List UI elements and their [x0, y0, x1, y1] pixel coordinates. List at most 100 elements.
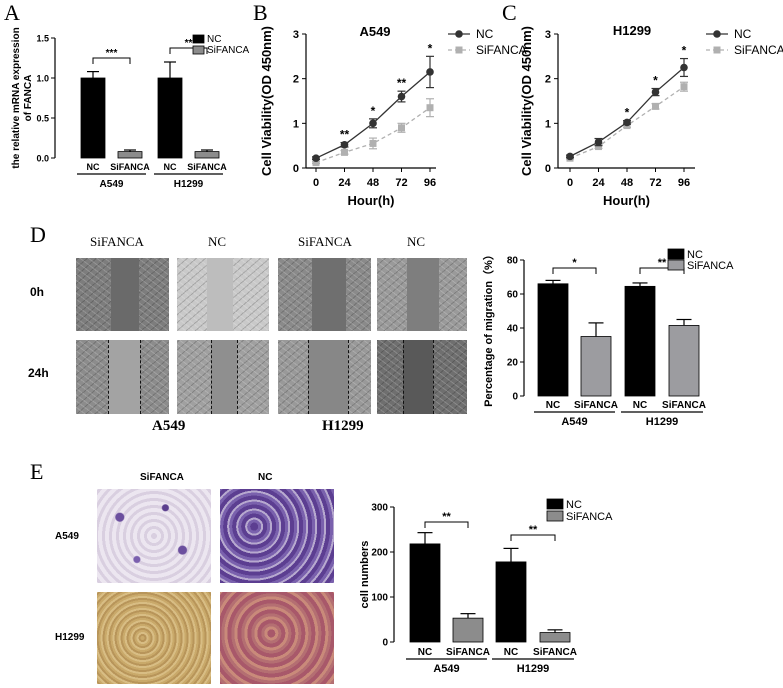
significance-bracket	[510, 534, 556, 541]
data-point	[426, 68, 434, 76]
y-axis-label: Percentage of migration（%）	[482, 249, 495, 407]
x-category-label: SiFANCA	[574, 400, 618, 411]
y-tick-label: 2	[293, 74, 299, 86]
significance-label: **	[397, 76, 407, 90]
y-tick-label: 40	[507, 324, 519, 335]
bar	[452, 617, 484, 643]
bar	[539, 632, 571, 643]
x-category-label: NC	[633, 400, 647, 411]
x-category-label: SiFANCA	[187, 162, 227, 172]
y-tick-label: 100	[371, 593, 388, 604]
x-category-label: SiFANCA	[662, 400, 706, 411]
wound-row-label-0h: 0h	[30, 285, 45, 299]
wound-col-label-4: NC	[407, 234, 426, 249]
y-tick-label: 20	[507, 358, 519, 369]
data-point	[397, 92, 406, 101]
y-tick-label: 60	[507, 290, 519, 301]
significance-label: *	[428, 41, 433, 55]
x-tick-label: 24	[592, 177, 605, 189]
y-axis-label: Cell Viability(OD 450nm)	[259, 26, 274, 176]
wound-col-label-1: SiFANCA	[90, 234, 144, 249]
legend-swatch	[546, 510, 564, 522]
transwell-image	[220, 489, 334, 583]
bar	[409, 543, 441, 643]
x-category-label: NC	[87, 162, 100, 172]
x-tick-label: 48	[367, 177, 379, 189]
x-tick-label: 48	[621, 177, 633, 189]
data-point	[369, 139, 377, 147]
significance-bracket	[424, 521, 469, 528]
y-tick-label: 0	[382, 638, 388, 649]
y-axis-label: Cell Viability(OD 450nm)	[519, 26, 534, 176]
legend-swatch	[546, 498, 564, 510]
x-tick-label: 0	[313, 177, 319, 189]
y-tick-label: 1	[293, 118, 299, 130]
legend-label: SiFANCA	[566, 511, 613, 523]
x-group-label: A549	[433, 663, 459, 675]
y-tick-label: 0	[545, 163, 551, 175]
legend-marker	[455, 46, 463, 54]
y-tick-label: 0	[512, 392, 518, 403]
y-tick-label: 0.5	[36, 114, 49, 124]
data-point	[369, 119, 377, 128]
data-point	[341, 148, 348, 156]
x-category-label: SiFANCA	[533, 647, 577, 658]
y-tick-label: 3	[545, 29, 551, 41]
bar	[624, 285, 656, 397]
y-tick-label: 2	[545, 74, 551, 86]
x-category-label: NC	[164, 162, 177, 172]
data-point	[680, 83, 688, 91]
transwell-image	[97, 489, 211, 583]
x-group-label: H1299	[517, 663, 549, 675]
x-group-label: A549	[561, 416, 587, 428]
bar	[157, 77, 183, 159]
significance-label: ***	[106, 48, 118, 59]
y-tick-label: 300	[371, 503, 388, 514]
significance-label: **	[658, 257, 667, 269]
y-axis-label: cell numbers	[359, 541, 371, 609]
y-tick-label: 1	[545, 118, 551, 130]
x-tick-label: 24	[338, 177, 351, 189]
wound-image	[76, 258, 169, 331]
significance-bracket	[552, 267, 597, 274]
y-tick-label: 3	[293, 29, 299, 41]
y-tick-label: 1.5	[36, 34, 49, 44]
wound-row-label-24h: 24h	[28, 366, 49, 380]
x-category-label: SiFANCA	[110, 162, 150, 172]
x-axis-label: Hour(h)	[348, 193, 395, 208]
significance-label: **	[185, 38, 193, 49]
legend-label: SiFANCA	[207, 45, 250, 56]
wound-image	[278, 258, 371, 331]
data-point	[680, 63, 688, 72]
legend-marker	[455, 30, 463, 38]
x-group-label: A549	[100, 179, 124, 190]
legend-label: NC	[566, 499, 582, 511]
y-tick-label: 0.0	[36, 154, 49, 164]
bar	[495, 561, 527, 643]
significance-label: *	[625, 106, 630, 120]
x-category-label: NC	[418, 647, 432, 658]
wound-cellline-h1299: H1299	[322, 418, 364, 434]
data-point	[426, 104, 434, 112]
transwell-row-label-h1299: H1299	[55, 632, 85, 643]
panel-letter-e: E	[30, 459, 44, 484]
legend-swatch	[667, 248, 685, 260]
data-point	[623, 118, 631, 127]
y-axis-label: the relative mRNA expression	[11, 27, 22, 168]
significance-label: **	[529, 524, 538, 536]
x-tick-label: 72	[395, 177, 407, 189]
chart-title: H1299	[613, 23, 651, 38]
chart-title: A549	[359, 24, 390, 39]
transwell-col-label-2: NC	[258, 472, 273, 483]
legend-swatch	[667, 259, 685, 271]
wound-image	[177, 258, 269, 331]
y-tick-label: 200	[371, 548, 388, 559]
significance-label: **	[340, 128, 350, 142]
legend-swatch	[192, 34, 205, 44]
x-category-label: SiFANCA	[446, 647, 490, 658]
panel-letter-c: C	[502, 0, 517, 25]
legend-label: NC	[207, 34, 221, 45]
